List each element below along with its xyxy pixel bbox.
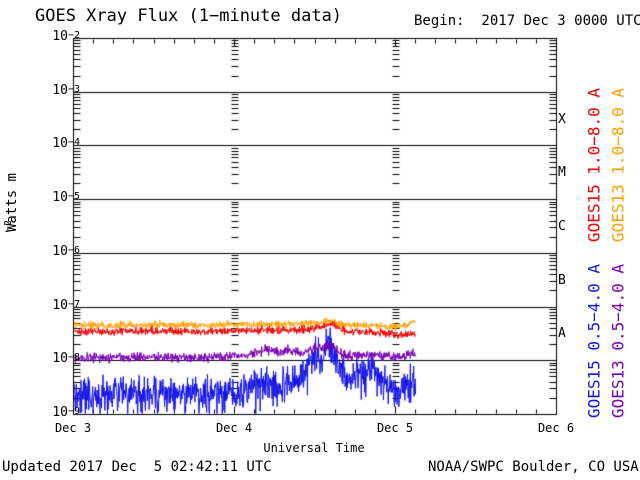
flare-class-label: M (558, 165, 566, 181)
y-axis-label-exponent: −2 (3, 219, 15, 233)
series-label-goes13-short: GOES13 0.5−4.0 A (608, 263, 628, 419)
x-axis-label: Universal Time (263, 441, 365, 455)
x-tick-label: Dec 3 (54, 421, 92, 435)
chart-title: GOES Xray Flux (1−minute data) (35, 6, 343, 26)
x-tick-label: Dec 5 (376, 421, 414, 435)
y-tick-label: 10 −3 (52, 82, 81, 98)
series-label-goes13-long: GOES13 1.0−8.0 A (608, 87, 628, 243)
flare-class-label: A (558, 326, 566, 342)
y-tick-label: 10 −2 (52, 29, 81, 44)
x-tick-label: Dec 4 (215, 421, 253, 435)
begin-timestamp: Begin: 2017 Dec 3 0000 UTC (414, 13, 640, 29)
flare-class-label: X (558, 111, 566, 127)
y-tick-label: 10 −4 (52, 136, 81, 152)
y-tick-label: 10 −7 (52, 297, 81, 313)
y-axis-label: Watts m −2 (3, 173, 22, 233)
x-tick-label: Dec 6 (537, 421, 575, 435)
y-tick-label: 10 −5 (52, 190, 81, 206)
series-label-goes15-short: GOES15 0.5−4.0 A (584, 263, 604, 419)
flare-class-label: B (558, 272, 566, 288)
y-tick-label: 10 −8 (52, 351, 81, 367)
updated-timestamp: Updated 2017 Dec 5 02:42:11 UTC (2, 459, 272, 475)
y-tick-label: 10 −6 (52, 243, 81, 259)
y-tick-label: 10 −9 (52, 405, 81, 420)
flare-class-label: C (558, 219, 566, 234)
series-label-goes15-long: GOES15 1.0−8.0 A (584, 87, 604, 243)
credit-noaa-swpc: NOAA/SWPC Boulder, CO USA (428, 459, 639, 475)
